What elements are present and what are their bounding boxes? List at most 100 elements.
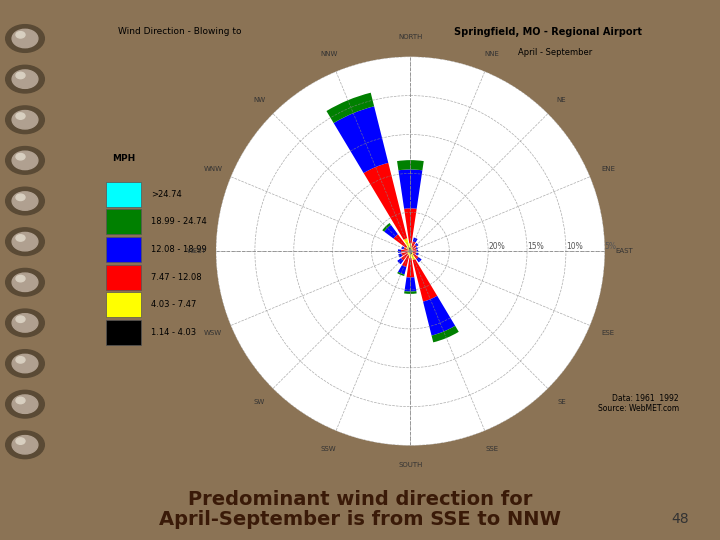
Bar [413, 245, 417, 249]
Bar [401, 252, 408, 256]
Bar [397, 272, 405, 276]
Circle shape [16, 31, 25, 38]
Bar [410, 249, 411, 251]
Circle shape [12, 192, 38, 210]
Bar [410, 251, 412, 252]
Bar [398, 253, 402, 258]
Circle shape [12, 314, 38, 332]
Bar [413, 248, 416, 251]
Circle shape [6, 431, 45, 458]
Circle shape [16, 397, 25, 404]
Bar [423, 296, 455, 335]
Bar [401, 253, 408, 260]
Bar [397, 258, 403, 264]
Circle shape [16, 153, 25, 160]
Bar [384, 225, 398, 239]
Circle shape [6, 390, 45, 418]
Bar [402, 255, 409, 267]
Bar [415, 247, 418, 249]
Circle shape [12, 395, 38, 414]
Text: Predominant wind direction for: Predominant wind direction for [188, 490, 532, 509]
Circle shape [16, 316, 25, 322]
Circle shape [16, 438, 25, 444]
Circle shape [16, 72, 25, 79]
Circle shape [6, 187, 45, 215]
Bar [417, 250, 418, 252]
Circle shape [6, 106, 45, 133]
Circle shape [16, 235, 25, 241]
Bar [410, 248, 411, 251]
Bar [411, 241, 415, 248]
Text: 12.08 - 18.99: 12.08 - 18.99 [150, 245, 207, 254]
Bar [411, 254, 415, 260]
Circle shape [12, 436, 38, 454]
Bar [405, 277, 416, 292]
Circle shape [6, 65, 45, 93]
Circle shape [16, 356, 25, 363]
Text: Data: 1961  1992
Source: WebMET.com: Data: 1961 1992 Source: WebMET.com [598, 394, 679, 414]
Bar [415, 243, 418, 246]
Circle shape [6, 146, 45, 174]
Bar [394, 234, 407, 248]
Bar [408, 251, 410, 253]
Text: April - September: April - September [518, 48, 593, 57]
Text: 4.03 - 7.47: 4.03 - 7.47 [150, 300, 196, 309]
Bar [106, 181, 141, 207]
Bar [411, 248, 413, 250]
Bar [408, 247, 410, 251]
Bar [409, 244, 412, 248]
Circle shape [12, 111, 38, 129]
Bar [409, 251, 410, 252]
Bar [404, 208, 417, 244]
Bar [416, 257, 422, 262]
Bar [410, 253, 411, 258]
Bar [398, 265, 406, 274]
Bar [415, 253, 419, 255]
Text: April-September is from SSE to NNW: April-September is from SSE to NNW [159, 510, 561, 529]
Bar [106, 210, 141, 234]
Bar [431, 326, 459, 342]
Bar [408, 252, 410, 255]
Circle shape [6, 228, 45, 255]
Bar [407, 258, 414, 278]
Bar [106, 237, 141, 262]
Bar [413, 253, 418, 259]
Bar [106, 265, 141, 289]
Text: 18.99 - 24.74: 18.99 - 24.74 [150, 217, 207, 226]
Bar [413, 250, 417, 252]
Bar [401, 246, 405, 249]
Text: Wind Direction - Blowing to: Wind Direction - Blowing to [118, 27, 242, 36]
Bar [106, 293, 141, 318]
Bar [404, 238, 410, 248]
Bar [364, 163, 408, 240]
Circle shape [12, 151, 38, 170]
Circle shape [12, 354, 38, 373]
Circle shape [12, 29, 38, 48]
Text: >24.74: >24.74 [150, 190, 181, 199]
Circle shape [16, 194, 25, 200]
Text: 1.14 - 4.03: 1.14 - 4.03 [150, 328, 196, 337]
Text: 7.47 - 12.08: 7.47 - 12.08 [150, 273, 202, 282]
Circle shape [16, 275, 25, 282]
Circle shape [6, 350, 45, 377]
Bar [398, 249, 401, 253]
Bar [398, 170, 423, 209]
Bar [401, 249, 408, 253]
Bar [411, 251, 413, 252]
Bar [404, 291, 417, 294]
Bar [333, 106, 388, 173]
Bar [409, 250, 410, 251]
Circle shape [6, 268, 45, 296]
Bar [397, 160, 424, 170]
Bar [408, 251, 410, 252]
Bar [413, 259, 437, 302]
Bar [404, 247, 408, 251]
Bar [411, 247, 413, 250]
Bar [411, 251, 413, 252]
Bar [411, 250, 413, 251]
Bar [106, 320, 141, 345]
Bar [382, 223, 391, 232]
Circle shape [6, 25, 45, 52]
Bar [408, 250, 410, 251]
Text: MPH: MPH [112, 154, 135, 163]
